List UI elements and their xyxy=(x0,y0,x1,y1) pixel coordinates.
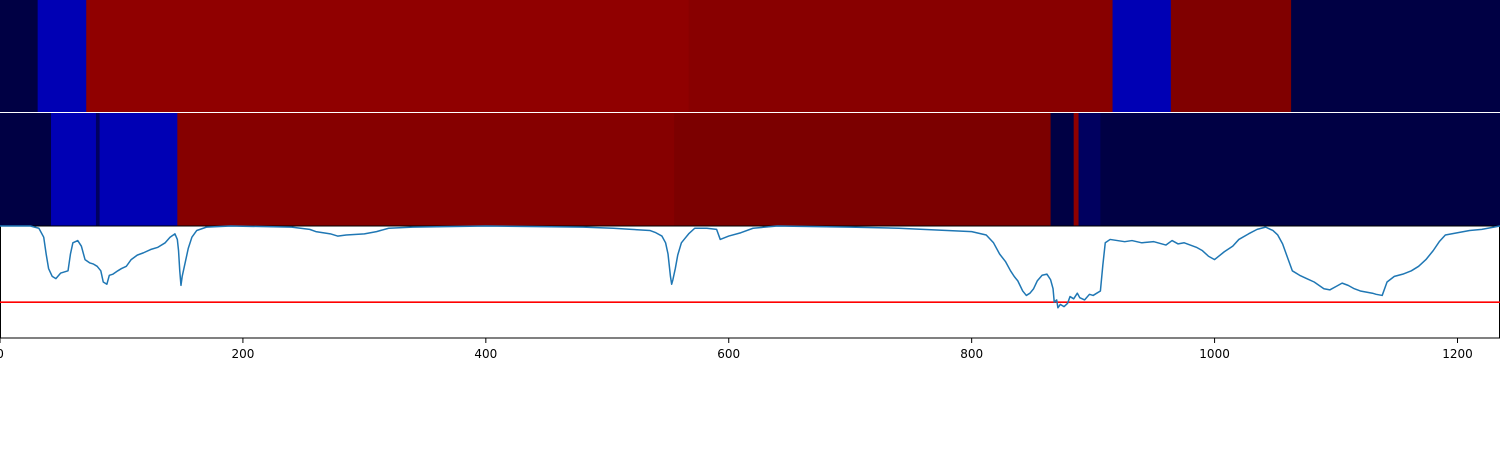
strip-1-segment-3 xyxy=(99,113,178,226)
x-tick-label: 0 xyxy=(0,347,4,361)
strip-1-segment-7 xyxy=(1073,113,1080,226)
strip-0-segment-3 xyxy=(688,0,1114,112)
x-tick-label: 400 xyxy=(474,347,497,361)
x-tick-label: 800 xyxy=(960,347,983,361)
strip-1-segment-6 xyxy=(1050,113,1075,226)
strip-1-segment-2 xyxy=(95,113,101,226)
strip-0-segment-1 xyxy=(37,0,87,112)
line-panel xyxy=(0,225,1500,339)
strip-0-segment-6 xyxy=(1291,0,1500,112)
strip-1-segment-4 xyxy=(177,113,675,226)
strip-1-segment-8 xyxy=(1078,113,1102,226)
strip-0-segment-2 xyxy=(86,0,690,112)
x-tick-label: 200 xyxy=(231,347,254,361)
heatmap-strip-top xyxy=(0,0,1500,112)
strip-0-segment-5 xyxy=(1170,0,1292,112)
series-line xyxy=(0,225,1500,309)
strip-0-segment-4 xyxy=(1112,0,1172,112)
x-tick-label: 1200 xyxy=(1442,347,1473,361)
heatmap-strip-middle xyxy=(0,113,1500,226)
strip-1-segment-5 xyxy=(674,113,1052,226)
strip-1-segment-0 xyxy=(0,113,52,226)
x-axis: 0 200 400 600 800 1000 1200 xyxy=(0,338,1473,361)
strip-0-segment-0 xyxy=(0,0,39,112)
line-panel-frame xyxy=(0,225,1500,339)
x-tick-label: 600 xyxy=(717,347,740,361)
strip-1-segment-9 xyxy=(1100,113,1500,226)
x-tick-label: 1000 xyxy=(1199,347,1230,361)
strip-1-segment-1 xyxy=(51,113,97,226)
